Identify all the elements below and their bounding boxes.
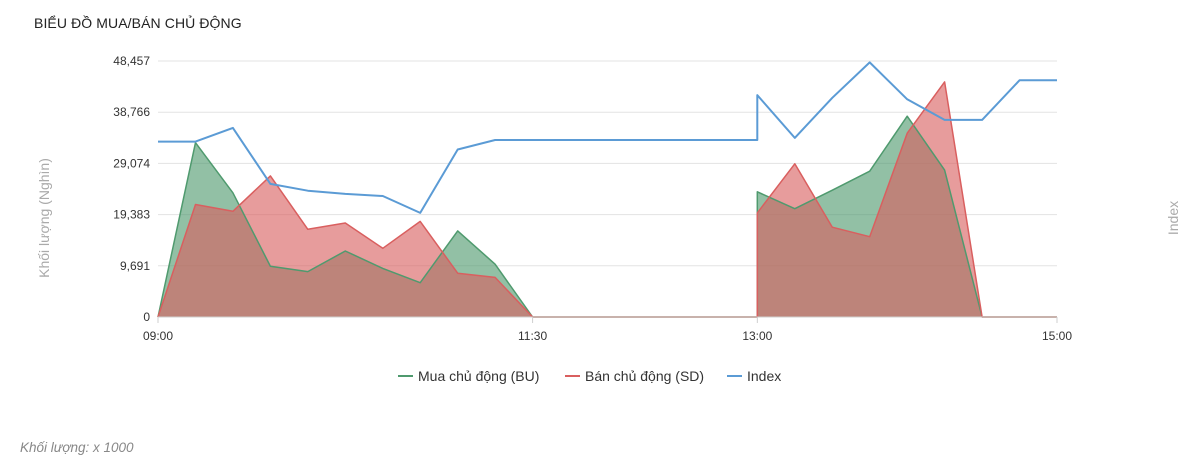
y-tick-label: 19,383 [113,208,150,222]
y-tick-label: 48,457 [113,54,150,68]
line-series [157,61,1057,318]
x-tick-label: 15:00 [1042,329,1072,343]
legend-item-sd[interactable]: Bán chủ động (SD) [585,368,704,384]
y-tick-label: 0 [143,310,150,324]
y-tick-label: 29,074 [113,156,150,170]
chart-title: BIỂU ĐỒ MUA/BÁN CHỦ ĐỘNG [34,15,242,31]
y-axis-ticks: 0 9,691 19,383 29,074 38,766 48,457 [113,54,150,324]
legend-item-bu[interactable]: Mua chủ động (BU) [418,368,539,384]
y-axis-label: Khối lượng (Nghìn) [36,158,52,278]
legend-item-index[interactable]: Index [747,368,781,384]
x-tick-label: 13:00 [742,329,772,343]
y2-axis-label: Index [1165,201,1181,235]
series-line-bu [157,115,1057,318]
series-area-sd [158,81,1057,318]
x-tick-label: 11:30 [518,329,547,343]
chart-legend[interactable]: Mua chủ động (BU) Bán chủ động (SD) Index [398,368,781,384]
x-tick-label: 09:00 [143,329,173,343]
volume-unit-note: Khối lượng: x 1000 [20,440,134,455]
x-axis-ticks: 09:00 11:30 13:00 15:00 [143,316,1072,343]
series-line-index [158,61,1057,214]
area-series [158,81,1057,318]
y-tick-label: 9,691 [120,259,150,273]
y-tick-label: 38,766 [113,105,150,119]
